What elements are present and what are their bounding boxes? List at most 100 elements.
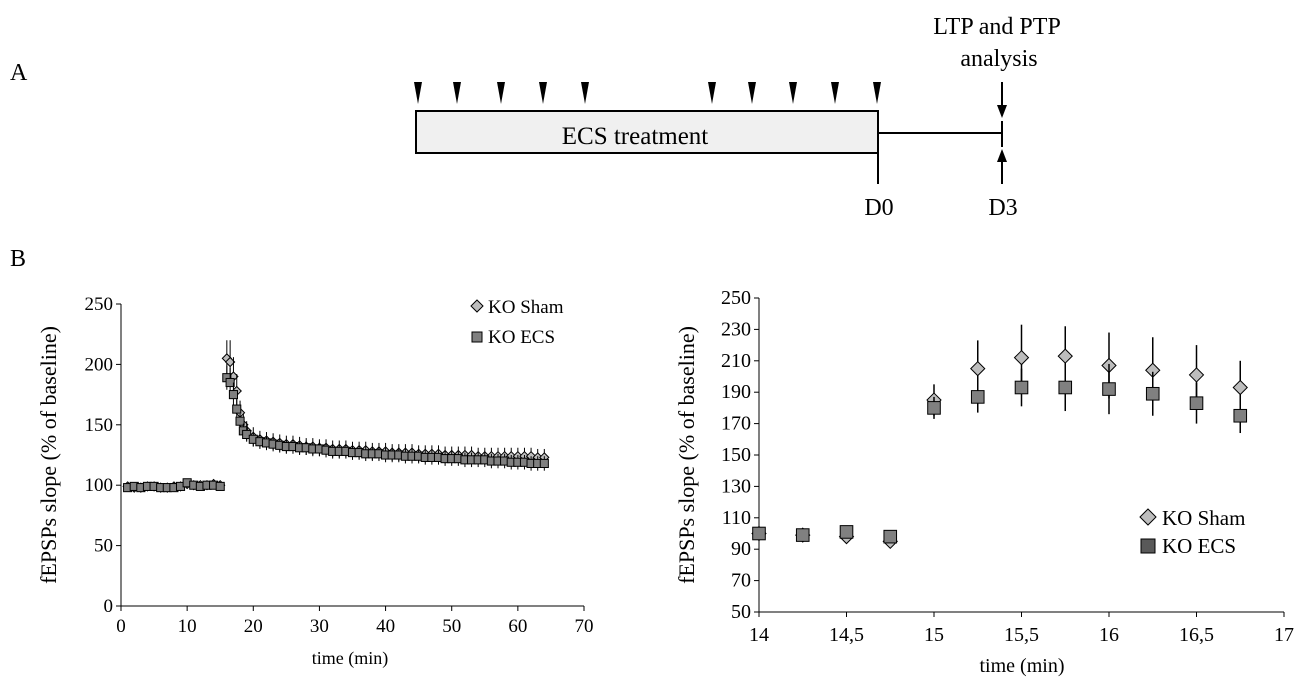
ko-ecs-point (232, 404, 242, 414)
y-tick-label: 250 (85, 294, 114, 315)
x-tick-label: 70 (575, 616, 594, 637)
x-tick-label: 50 (442, 616, 461, 637)
stimulus-arrowhead-icon (831, 82, 839, 104)
x-tick-label: 30 (310, 616, 329, 637)
legend-square-icon (471, 331, 483, 343)
ko-ecs-point (927, 401, 941, 415)
ko-ecs-point (1145, 386, 1160, 401)
y-tick-label: 210 (721, 350, 751, 372)
stimulus-arrowhead-icon (453, 82, 461, 104)
y-tick-label: 50 (731, 601, 751, 623)
y-tick-label: 230 (721, 318, 751, 340)
chart1-legend-ecs: KO ECS (488, 327, 555, 348)
ko-ecs-point (1233, 408, 1248, 423)
ko-ecs-point (970, 390, 985, 404)
x-tick-label: 40 (376, 616, 395, 637)
chart2-x-axis-label: time (min) (980, 655, 1065, 677)
stimulus-arrowhead-icon (708, 82, 716, 104)
x-tick-label: 16,5 (1179, 624, 1214, 646)
ko-ecs-point (215, 481, 225, 491)
ko-ecs-point (883, 529, 898, 544)
chart2-data (751, 324, 1248, 550)
ko-sham-point (1232, 379, 1248, 396)
ko-ecs-point (225, 377, 235, 388)
y-tick-label: 250 (721, 287, 751, 309)
ko-ecs-point (539, 458, 549, 469)
ko-sham-point (1188, 367, 1205, 383)
panel-a-label: A (10, 60, 28, 86)
y-tick-label: 110 (722, 507, 751, 529)
chart1-data (122, 340, 550, 493)
y-tick-label: 50 (94, 536, 113, 557)
y-tick-label: 150 (85, 415, 114, 436)
chart2-ticks: 50 70 90 110 130 150 170 190 210 230 250 14 14,5 15 15… (721, 287, 1294, 646)
x-tick-label: 14,5 (829, 624, 864, 646)
x-tick-label: 20 (244, 616, 263, 637)
x-tick-label: 60 (508, 616, 527, 637)
ecs-treatment-label: ECS treatment (562, 123, 709, 150)
ko-ecs-point (839, 525, 854, 539)
y-tick-label: 150 (721, 444, 751, 466)
chart2-legend: KO Sham KO ECS (1139, 506, 1245, 558)
chart2-y-axis-label: fEPSPs slope (% of baseline) (674, 326, 699, 584)
stimulus-arrowhead-icon (748, 82, 756, 104)
ko-ecs-point (242, 429, 252, 440)
legend-diamond-icon (1139, 508, 1157, 526)
y-tick-label: 200 (85, 354, 114, 375)
chart-ptp-zoom: 50 70 90 110 130 150 170 190 210 230 250 14 14,5 15 15… (674, 287, 1294, 677)
chart2-legend-ecs: KO ECS (1162, 534, 1236, 558)
y-tick-label: 90 (731, 538, 751, 560)
d0-label: D0 (864, 195, 893, 221)
ko-ecs-point (1189, 396, 1204, 410)
x-tick-label: 16 (1099, 624, 1119, 646)
stimulus-arrowhead-icon (581, 82, 589, 104)
legend-diamond-icon (470, 299, 484, 313)
ko-ecs-point (228, 390, 238, 400)
ko-ecs-point (795, 528, 810, 542)
y-tick-label: 100 (85, 475, 114, 496)
stimulus-arrowhead-icon (414, 82, 422, 104)
ko-ecs-point (1102, 382, 1116, 396)
y-tick-label: 70 (731, 570, 751, 592)
ko-sham-point (1057, 348, 1073, 364)
x-tick-label: 0 (116, 616, 126, 637)
stimulus-arrowhead-icon (873, 82, 881, 104)
stimulus-markers (414, 82, 881, 104)
chart1-x-axis-label: time (min) (312, 648, 388, 669)
chart2-legend-sham: KO Sham (1162, 506, 1245, 530)
chart1-legend: KO Sham KO ECS (470, 297, 564, 348)
stimulus-arrowhead-icon (539, 82, 547, 104)
chart1-ticks: 0 50 100 150 200 250 0 10 20 30 40 50 60 70 (85, 294, 594, 637)
x-tick-label: 10 (178, 616, 197, 637)
chart1-axes (120, 304, 584, 607)
ko-ecs-point (752, 526, 766, 541)
x-tick-label: 14 (749, 624, 769, 646)
ko-ecs-point (1058, 380, 1073, 395)
analysis-label-line1: LTP and PTP (933, 14, 1061, 40)
arrow-down-icon (997, 105, 1007, 118)
arrow-up-icon (997, 149, 1007, 162)
d3-label: D3 (988, 195, 1017, 221)
panel-a: A ECS treatment LTP and PTP analysis D0 … (10, 14, 1061, 221)
panel-b-label: B (10, 246, 26, 272)
analysis-label-line2: analysis (960, 46, 1037, 72)
stimulus-arrowhead-icon (497, 82, 505, 104)
x-tick-label: 15,5 (1004, 624, 1039, 646)
chart1-y-axis-label: fEPSPs slope (% of baseline) (36, 326, 61, 584)
stimulus-arrowhead-icon (789, 82, 797, 104)
ko-ecs-point (1014, 380, 1029, 395)
ecs-treatment-box (415, 110, 879, 154)
y-tick-label: 130 (721, 475, 751, 497)
chart1-legend-sham: KO Sham (488, 297, 564, 318)
chart-full-time-course: 0 50 100 150 200 250 0 10 20 30 40 50 60 70 time (min… (36, 294, 594, 669)
y-tick-label: 190 (721, 381, 751, 403)
y-tick-label: 0 (104, 596, 114, 617)
y-tick-label: 170 (721, 413, 751, 435)
x-tick-label: 15 (924, 624, 944, 646)
ko-sham-point (970, 360, 986, 377)
ko-sham-point (1013, 349, 1030, 366)
legend-square-icon (1140, 538, 1156, 554)
x-tick-label: 17 (1274, 624, 1294, 646)
ko-ecs-point (235, 416, 245, 426)
